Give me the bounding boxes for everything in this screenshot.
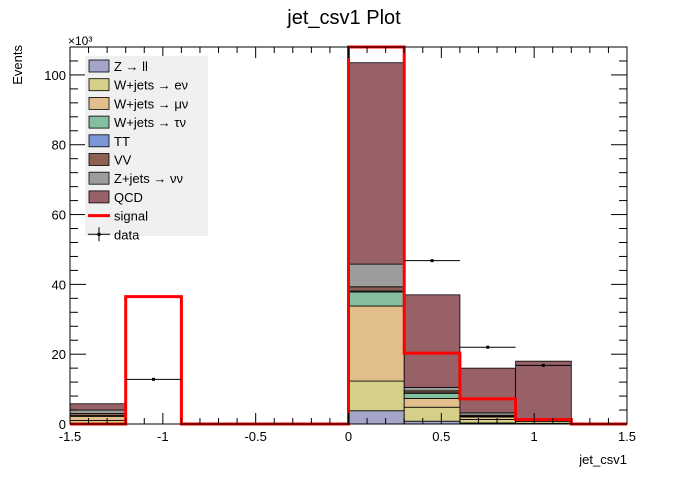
x-tick-label: 0.5 (432, 429, 450, 444)
x-tick-label: 0 (345, 429, 352, 444)
legend-label: TT (114, 134, 130, 149)
legend-label: W+jets → μν (114, 96, 188, 111)
y-tick-label: 0 (59, 417, 66, 432)
bar-segment (460, 419, 516, 422)
data-point (486, 346, 489, 349)
bar-segment (460, 368, 516, 413)
y-axis-label: Events (10, 45, 25, 85)
bar-segment (404, 387, 460, 390)
data-point (152, 378, 155, 381)
bar-segment (349, 381, 405, 411)
legend-swatch (89, 97, 109, 109)
bar-segment (404, 393, 460, 398)
x-tick-label: 1.5 (618, 429, 636, 444)
bar-segment (70, 416, 126, 420)
legend: Z → ll W+jets → eν W+jets → μν W+jets → τν T… (85, 56, 208, 242)
y-tick-label: 80 (52, 138, 66, 153)
bar-segment (349, 292, 405, 306)
data-point (431, 259, 434, 262)
x-tick-label: 1 (531, 429, 538, 444)
data-point (542, 364, 545, 367)
x-tick-label: -1 (157, 429, 169, 444)
legend-swatch (89, 172, 109, 184)
bar-segment (70, 410, 126, 413)
legend-label: W+jets → eν (114, 78, 188, 93)
legend-label: Z+jets → νν (114, 171, 183, 186)
x-axis-label: jet_csv1 (578, 452, 627, 467)
legend-label: VV (114, 153, 132, 168)
legend-label: QCD (114, 190, 143, 205)
legend-swatch-marker (98, 233, 101, 236)
legend-swatch (89, 135, 109, 147)
legend-swatch (89, 60, 109, 72)
legend-swatch (89, 79, 109, 91)
bar-segment (349, 411, 405, 424)
bar-segment (70, 404, 126, 410)
y-multiplier-label: ×10³ (68, 34, 92, 48)
legend-swatch (89, 154, 109, 166)
bar-segment (349, 287, 405, 291)
bar-segment (349, 264, 405, 287)
chart-title: jet_csv1 Plot (286, 7, 401, 29)
legend-label: W+jets → τν (114, 115, 186, 130)
legend-label: signal (114, 209, 148, 224)
bar-segment (349, 63, 405, 264)
bar-segment (516, 361, 572, 419)
bar-segment (404, 407, 460, 421)
bar-segment (404, 399, 460, 408)
bar-segment (349, 306, 405, 381)
legend-swatch (89, 191, 109, 203)
y-tick-label: 40 (52, 277, 66, 292)
bar-segment (404, 295, 460, 388)
y-tick-label: 20 (52, 347, 66, 362)
y-tick-label: 100 (44, 68, 66, 83)
y-tick-label: 60 (52, 208, 66, 223)
legend-swatch (89, 116, 109, 128)
x-tick-label: -0.5 (244, 429, 266, 444)
legend-label: data (114, 227, 140, 242)
legend-label: Z → ll (114, 59, 148, 74)
